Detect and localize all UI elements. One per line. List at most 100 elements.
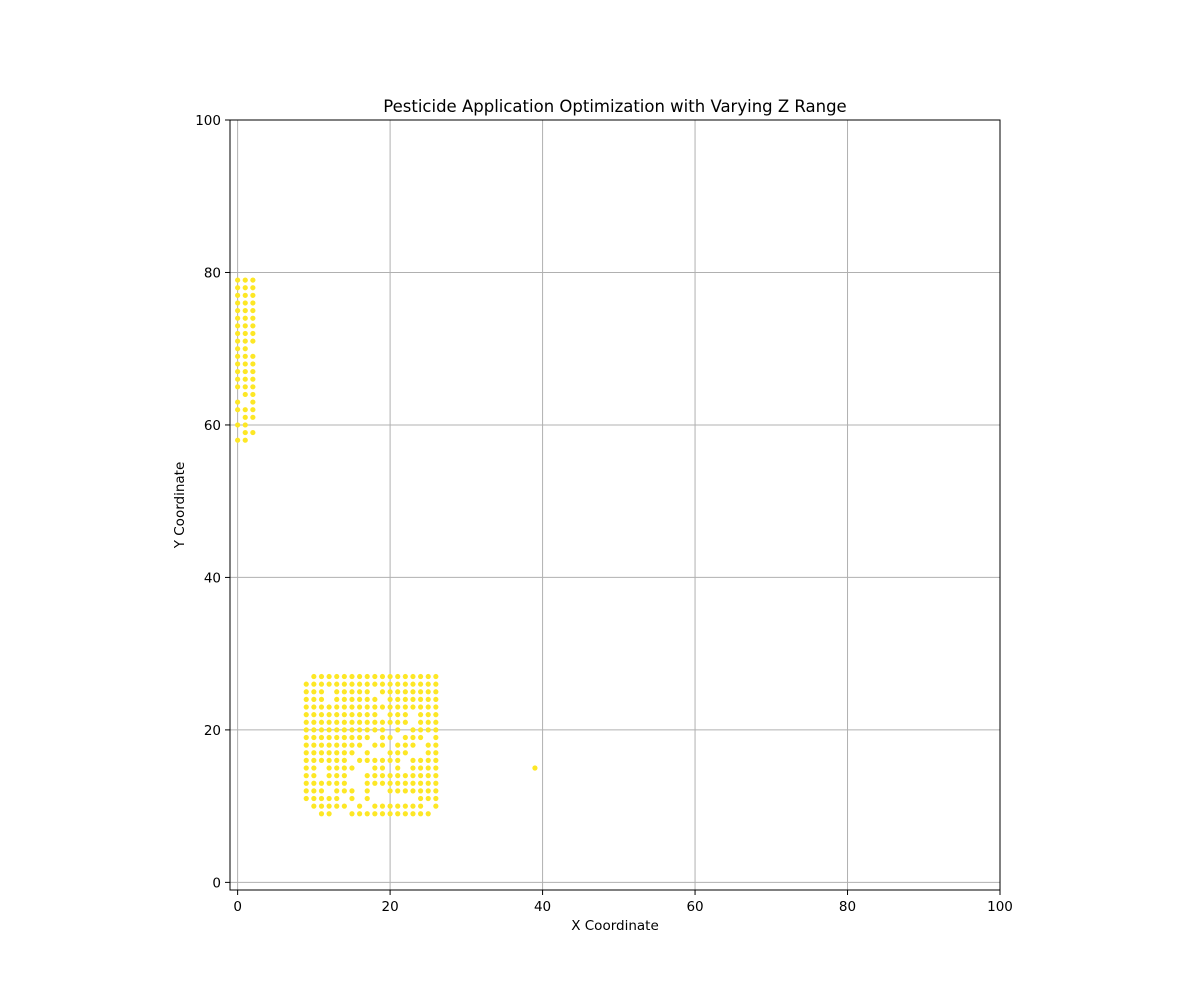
data-point bbox=[318, 811, 325, 817]
data-point bbox=[235, 277, 241, 283]
data-point bbox=[250, 376, 256, 382]
data-point bbox=[387, 803, 393, 809]
data-point bbox=[318, 788, 325, 794]
data-point bbox=[326, 712, 332, 718]
data-point bbox=[242, 285, 248, 291]
data-point bbox=[334, 742, 340, 748]
data-point bbox=[341, 780, 347, 786]
data-point bbox=[311, 773, 317, 779]
data-point bbox=[364, 750, 370, 756]
data-point bbox=[357, 803, 363, 809]
data-point bbox=[235, 300, 241, 306]
data-point bbox=[242, 384, 248, 390]
x-tick-label: 40 bbox=[534, 899, 551, 915]
data-point bbox=[311, 734, 317, 741]
data-point bbox=[242, 330, 248, 337]
data-point bbox=[402, 689, 408, 695]
data-point bbox=[318, 689, 325, 695]
data-point bbox=[311, 803, 317, 809]
data-point bbox=[433, 719, 439, 725]
data-point bbox=[235, 384, 241, 390]
data-point bbox=[433, 788, 439, 794]
data-point bbox=[303, 696, 309, 703]
data-point bbox=[334, 803, 340, 809]
data-point bbox=[425, 742, 431, 748]
data-point bbox=[318, 696, 325, 703]
data-point bbox=[395, 811, 401, 817]
data-point bbox=[235, 407, 241, 413]
data-point bbox=[387, 780, 393, 786]
data-point bbox=[387, 757, 393, 763]
data-point bbox=[395, 727, 401, 733]
data-point bbox=[417, 719, 424, 725]
data-point bbox=[417, 734, 424, 741]
data-point bbox=[402, 773, 408, 779]
data-point bbox=[250, 330, 256, 337]
data-point bbox=[410, 803, 416, 809]
data-point bbox=[334, 765, 340, 771]
data-point bbox=[425, 795, 431, 802]
data-point bbox=[364, 734, 370, 741]
data-point bbox=[402, 712, 408, 718]
data-point bbox=[311, 712, 317, 718]
data-point bbox=[364, 712, 370, 718]
data-point bbox=[372, 811, 378, 817]
data-point bbox=[395, 673, 401, 680]
data-point bbox=[410, 811, 416, 817]
data-point bbox=[402, 803, 408, 809]
data-point bbox=[402, 734, 408, 741]
data-point bbox=[303, 719, 309, 725]
data-point bbox=[303, 780, 309, 786]
data-point bbox=[235, 285, 241, 291]
data-point bbox=[311, 727, 317, 733]
data-point bbox=[318, 704, 325, 710]
data-point bbox=[402, 788, 408, 794]
data-point bbox=[357, 811, 363, 817]
data-point bbox=[326, 727, 332, 733]
data-point bbox=[379, 803, 386, 809]
data-point bbox=[372, 727, 378, 733]
data-point bbox=[326, 742, 332, 748]
data-point bbox=[341, 704, 347, 710]
data-point bbox=[311, 696, 317, 703]
data-point bbox=[410, 757, 416, 763]
data-point bbox=[387, 689, 393, 695]
data-point bbox=[326, 734, 332, 741]
data-point bbox=[364, 811, 370, 817]
data-point bbox=[242, 429, 248, 436]
data-point bbox=[318, 719, 325, 725]
axis-ticks: 0 20 40 60 80 100 0 20 40 60 80 100 bbox=[195, 113, 1013, 915]
data-point bbox=[379, 727, 386, 733]
data-point bbox=[349, 673, 355, 680]
data-point bbox=[425, 811, 431, 817]
data-point bbox=[425, 750, 431, 756]
data-point bbox=[433, 742, 439, 748]
data-point bbox=[235, 346, 241, 352]
data-point bbox=[303, 727, 309, 733]
data-point bbox=[349, 811, 355, 817]
data-point bbox=[372, 673, 378, 680]
data-point bbox=[311, 673, 317, 680]
data-point bbox=[364, 681, 370, 687]
data-point bbox=[250, 353, 256, 359]
data-point bbox=[425, 757, 431, 763]
data-point bbox=[235, 361, 241, 367]
data-point bbox=[417, 673, 424, 680]
data-point bbox=[242, 307, 248, 314]
data-point bbox=[433, 704, 439, 710]
data-point bbox=[379, 673, 386, 680]
y-axis-label: Y Coordinate bbox=[172, 462, 188, 550]
data-point bbox=[235, 307, 241, 314]
data-point bbox=[425, 727, 431, 733]
data-point bbox=[334, 757, 340, 763]
data-point bbox=[334, 727, 340, 733]
data-point bbox=[410, 681, 416, 687]
data-point bbox=[417, 696, 424, 703]
data-point bbox=[250, 384, 256, 390]
data-point bbox=[372, 803, 378, 809]
data-point bbox=[303, 773, 309, 779]
data-point bbox=[250, 391, 256, 398]
data-point bbox=[379, 734, 386, 741]
data-point bbox=[395, 712, 401, 718]
